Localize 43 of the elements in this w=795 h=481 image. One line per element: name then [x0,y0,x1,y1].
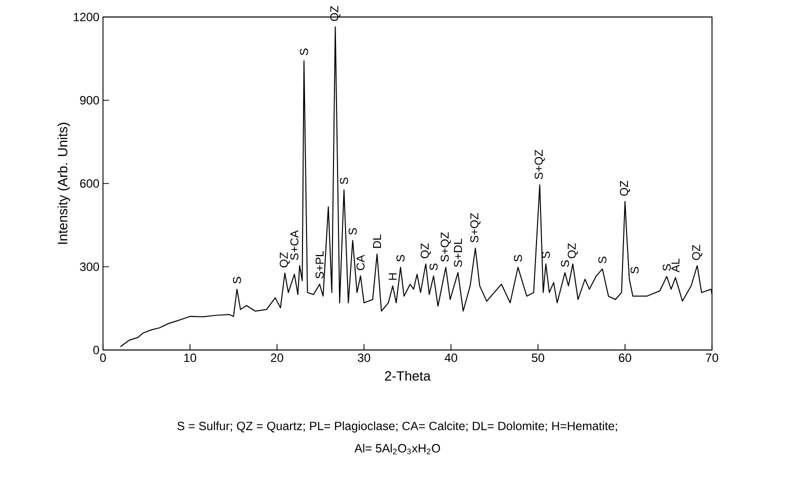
annotation: S+QZ [470,213,480,242]
annotation: S [340,178,348,184]
annotation: S+QZ [534,150,545,180]
y-tick-label: 600 [80,179,100,188]
x-tick-label: 0 [100,354,106,362]
x-tick-label: 50 [532,354,544,362]
annotation: S [598,256,606,264]
annotation: S [560,260,570,267]
x-tick-label: 40 [444,354,458,362]
annotation: QZ [620,180,630,196]
x-axis-title: 2-Theta [385,370,431,381]
annotation: S+CA [290,230,298,260]
annotation: S [232,276,242,284]
annotation: S+PL [316,251,324,279]
annotation: QZ [568,243,578,258]
text: Al= 5Al$_{2}$O$_{3}$xH$_{2}$O [354,444,440,454]
annotation: S [630,266,639,274]
annotation: S [430,264,438,270]
annotation: QZ [692,244,702,260]
annotation: S+QZ [440,232,451,262]
x-tick-label: 20 [270,354,284,362]
y-axis-title: Intensity (Arb. Units) [58,122,70,244]
annotation: S [300,48,308,56]
x-tick-label: 30 [358,354,370,362]
x-tick-label: 70 [706,354,718,362]
y-tick-label: 1200 [74,12,100,22]
annotation: QZ [420,243,431,258]
y-tick-label: 900 [80,96,100,104]
annotation: CA [356,254,365,270]
annotation: AL [672,258,680,272]
x-tick-label: 10 [184,354,196,362]
annotation: QZ [280,252,290,268]
annotation: S [396,254,405,262]
annotation: S [514,254,522,262]
annotation: S+DL [454,238,462,267]
x-tick-label: 60 [618,354,632,362]
annotation: S [348,228,357,235]
text: S = Sulfur; QZ = Quartz; PL= Plagioclase; CA= Calcite; DL= Dolomite; H=Hematite; [177,421,617,433]
annotation: H [388,273,397,280]
annotation: DL [373,234,381,248]
y-tick-label: 0 [93,346,100,354]
y-tick-label: 300 [80,262,100,271]
annotation: S [662,264,671,271]
